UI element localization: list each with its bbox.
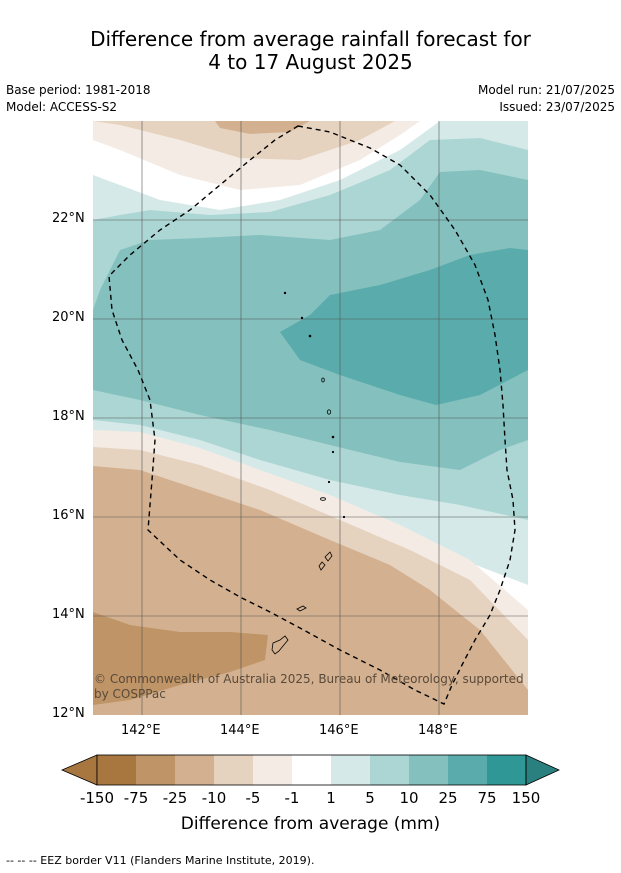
colorbar-tick-label: 1 bbox=[326, 789, 336, 807]
lon-label-146e: 146°E bbox=[319, 723, 359, 738]
island-maug bbox=[300, 316, 304, 320]
lon-label-144e: 144°E bbox=[220, 723, 260, 738]
colorbar-bin bbox=[292, 755, 331, 785]
lat-label-20n: 20°N bbox=[52, 310, 85, 325]
island-pagan bbox=[326, 409, 332, 415]
colorbar bbox=[60, 754, 560, 786]
map-title: Difference from average rainfall forecas… bbox=[0, 28, 621, 74]
colorbar-tick-label: -25 bbox=[162, 789, 188, 807]
colorbar-bin bbox=[331, 755, 370, 785]
colorbar-title: Difference from average (mm) bbox=[180, 814, 441, 834]
contour-north-dark bbox=[215, 121, 310, 134]
colorbar-extend-high bbox=[525, 754, 560, 786]
model-run: Model run: 21/07/2025 bbox=[477, 83, 615, 97]
title-line-2: 4 to 17 August 2025 bbox=[208, 50, 413, 74]
colorbar-border bbox=[96, 754, 527, 786]
base-period: Base period: 1981-2018 bbox=[6, 83, 151, 97]
lon-label-148e: 148°E bbox=[418, 723, 458, 738]
model-name: Model: ACCESS-S2 bbox=[6, 100, 118, 114]
meta-right: Model run: 21/07/2025 Issued: 23/07/2025 bbox=[478, 82, 615, 116]
lat-label-22n: 22°N bbox=[52, 211, 85, 226]
colorbar-tick-label: 5 bbox=[365, 789, 375, 807]
eez-border bbox=[108, 125, 516, 705]
colorbar-bin bbox=[97, 755, 136, 785]
grid-lines bbox=[93, 121, 528, 715]
copyright-notice: © Commonwealth of Australia 2025, Bureau… bbox=[94, 672, 524, 701]
island-sarigan bbox=[327, 480, 331, 484]
lat-label-12n: 12°N bbox=[52, 706, 85, 721]
contour-wet-4 bbox=[280, 248, 528, 405]
contour-south-4 bbox=[93, 612, 268, 705]
colorbar-tick-label: 75 bbox=[477, 789, 497, 807]
colorbar-bin bbox=[214, 755, 253, 785]
contour-north-mid bbox=[93, 121, 395, 160]
island-farallon bbox=[342, 515, 346, 519]
colorbar-tick-label: -1 bbox=[284, 789, 300, 807]
colorbar-tick-label: 25 bbox=[438, 789, 458, 807]
colorbar-tick-label: -150 bbox=[79, 789, 115, 807]
island-tinian bbox=[318, 561, 326, 571]
island-rota bbox=[296, 605, 307, 612]
lon-label-142e: 142°E bbox=[121, 723, 161, 738]
colorbar-tick-label: 150 bbox=[511, 789, 541, 807]
island-saipan bbox=[324, 551, 333, 562]
island-guguan bbox=[331, 450, 335, 454]
lat-label-18n: 18°N bbox=[52, 409, 85, 424]
colorbar-tick-label: -10 bbox=[201, 789, 227, 807]
colorbar-bin bbox=[175, 755, 214, 785]
island-alamagan bbox=[321, 377, 325, 383]
lat-label-16n: 16°N bbox=[52, 508, 85, 523]
colorbar-tick-label: -5 bbox=[245, 789, 261, 807]
colorbar-bin bbox=[370, 755, 409, 785]
colorbar-bin bbox=[409, 755, 448, 785]
colorbar-tick-label: -75 bbox=[123, 789, 149, 807]
meta-left: Base period: 1981-2018 Model: ACCESS-S2 bbox=[6, 82, 151, 116]
colorbar-bin bbox=[253, 755, 292, 785]
island-asuncion bbox=[308, 334, 312, 338]
title-line-1: Difference from average rainfall forecas… bbox=[90, 27, 531, 51]
colorbar-extend-low bbox=[60, 754, 98, 786]
colorbar-bin bbox=[136, 755, 175, 785]
lat-label-14n: 14°N bbox=[52, 607, 85, 622]
island-agrihan bbox=[331, 435, 335, 439]
islands bbox=[271, 291, 346, 655]
issued-date: Issued: 23/07/2025 bbox=[499, 100, 615, 114]
colorbar-bin bbox=[487, 755, 526, 785]
colorbar-tick-label: 10 bbox=[399, 789, 419, 807]
island-guam bbox=[271, 635, 289, 655]
island-anatahan bbox=[320, 497, 326, 501]
eez-footnote: -- -- -- EEZ border V11 (Flanders Marine… bbox=[6, 854, 315, 867]
island-uracas bbox=[283, 291, 287, 295]
colorbar-bin bbox=[448, 755, 487, 785]
